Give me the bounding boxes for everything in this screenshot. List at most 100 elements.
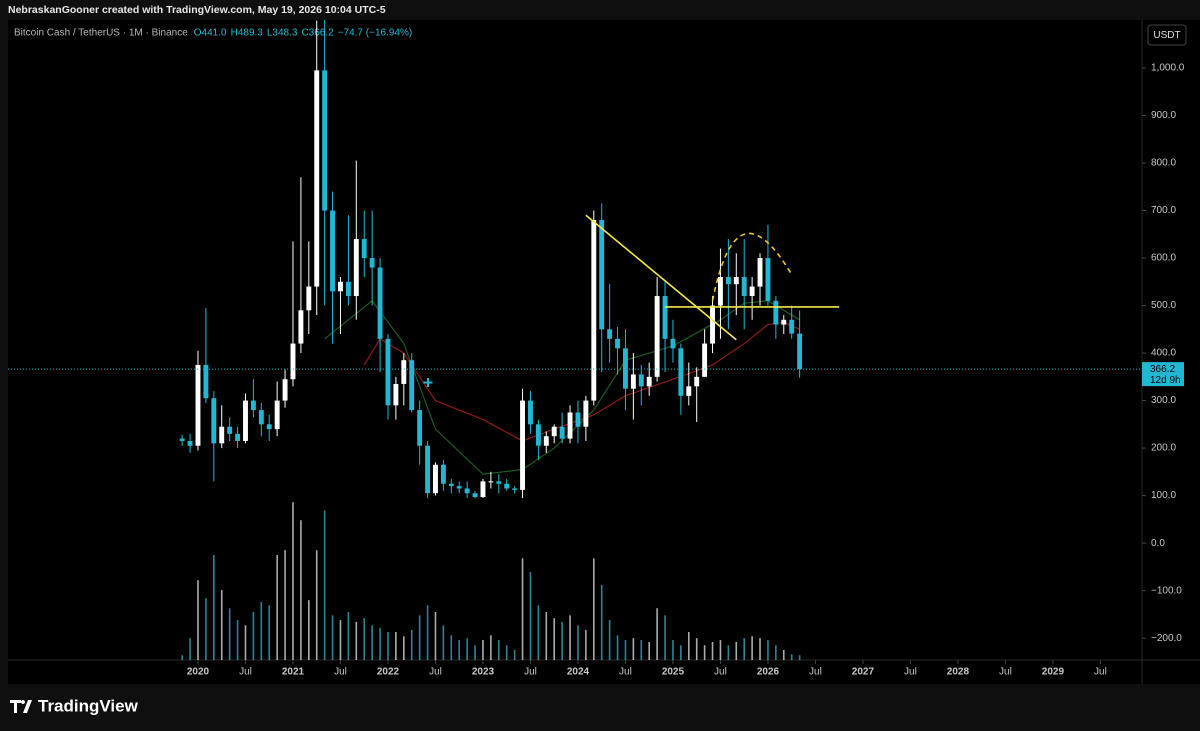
candle-body xyxy=(512,488,518,490)
candle-body xyxy=(488,481,494,483)
y-tick-label: 600.0 xyxy=(1151,253,1176,264)
candle-body xyxy=(250,400,256,411)
x-tick-label: 2025 xyxy=(662,667,685,678)
candle-body xyxy=(678,348,684,396)
candle-body xyxy=(258,410,264,425)
candle-body xyxy=(654,296,660,377)
currency-box[interactable] xyxy=(1147,24,1187,46)
candle-body xyxy=(694,376,700,387)
candle-body xyxy=(725,277,731,285)
y-tick-label: 800.0 xyxy=(1151,158,1176,169)
candle-body xyxy=(417,410,423,446)
candle-body xyxy=(480,481,486,498)
candle-body xyxy=(338,281,343,292)
brand-name: TradingView xyxy=(38,696,139,715)
candle-body xyxy=(733,277,739,285)
x-tick-label: 2024 xyxy=(567,667,590,678)
candle-body xyxy=(456,486,462,489)
candle-body xyxy=(195,364,201,446)
candle-body xyxy=(623,348,628,389)
candle-body xyxy=(535,424,541,446)
x-tick-label: Jul xyxy=(809,667,822,678)
candle-body xyxy=(179,438,185,441)
price-axis xyxy=(1142,20,1200,660)
brand-logo: TradingView xyxy=(10,696,139,715)
y-tick-label: 500.0 xyxy=(1151,300,1176,311)
x-tick-label: 2027 xyxy=(852,667,875,678)
candle-body xyxy=(290,343,296,380)
candle-body xyxy=(559,426,565,439)
candle-body xyxy=(235,433,241,441)
candle-body xyxy=(528,400,533,425)
candle-body xyxy=(306,286,312,311)
countdown-label: 12d 9h xyxy=(1150,375,1181,386)
last-price-label: 366.2 xyxy=(1150,364,1175,375)
x-tick-label: Jul xyxy=(334,667,347,678)
candle-body xyxy=(464,488,470,494)
y-tick-label: 0.0 xyxy=(1151,538,1165,549)
candle-body xyxy=(638,374,644,387)
ohlc-value: H489.3 xyxy=(231,28,264,39)
candle-body xyxy=(615,338,620,349)
x-tick-label: Jul xyxy=(239,667,252,678)
candle-body xyxy=(504,483,510,489)
axes: 1,000.0 900.0 800.0 700.0 600.0 500.0 400.0 300… xyxy=(187,63,1185,678)
candle-body xyxy=(203,364,209,399)
ohlc-value: −74.7 (−16.94%) xyxy=(338,28,413,39)
candle-body xyxy=(717,277,723,306)
candle-body xyxy=(662,296,668,339)
candle-body xyxy=(543,436,549,446)
candle-body xyxy=(369,258,375,268)
x-tick-label: Jul xyxy=(904,667,917,678)
x-tick-label: Jul xyxy=(619,667,632,678)
y-tick-label: 300.0 xyxy=(1151,395,1176,406)
candle-body xyxy=(377,267,383,339)
candle-body xyxy=(575,412,581,427)
currency[interactable]: USDT xyxy=(1153,30,1180,41)
ohlc-value: O441.0 xyxy=(194,28,227,39)
symbol: Bitcoin Cash / TetherUS · 1M · Binance xyxy=(14,28,188,39)
x-tick-label: Jul xyxy=(714,667,727,678)
x-tick-label: Jul xyxy=(1094,667,1107,678)
candle-body xyxy=(448,483,454,487)
y-tick-label: 200.0 xyxy=(1151,443,1176,454)
plot xyxy=(8,20,1142,660)
candle-body xyxy=(187,440,193,446)
candle-body xyxy=(472,493,478,498)
trend-drawing xyxy=(711,232,793,301)
cursor-cross xyxy=(423,378,433,387)
x-tick-label: 2021 xyxy=(282,667,305,678)
candle-body xyxy=(345,281,351,297)
candle-body xyxy=(757,258,763,287)
x-tick-label: 2023 xyxy=(472,667,495,678)
x-tick-label: 2026 xyxy=(757,667,780,678)
candle-body xyxy=(433,464,438,494)
candle-body xyxy=(599,220,605,330)
candle-body xyxy=(749,286,755,297)
candle-body xyxy=(583,400,589,427)
candle-body xyxy=(282,379,288,401)
candle-body xyxy=(401,360,407,384)
candle-body xyxy=(607,329,613,339)
candle-body xyxy=(567,412,573,439)
candle-body xyxy=(409,360,415,411)
candle-body xyxy=(219,426,225,444)
candle-body xyxy=(274,400,280,430)
time-axis xyxy=(8,660,1200,684)
candle-body xyxy=(322,70,328,211)
candle-body xyxy=(211,398,217,444)
candle-body xyxy=(591,220,597,401)
candle-body xyxy=(789,319,795,334)
candle-body xyxy=(266,424,272,430)
last-price-box xyxy=(1142,362,1184,387)
x-tick-label: 2028 xyxy=(947,667,970,678)
candle-body xyxy=(670,338,676,349)
candle-body xyxy=(385,338,391,406)
candle-body xyxy=(425,445,431,494)
y-tick-label: 100.0 xyxy=(1151,490,1176,501)
candle-body xyxy=(353,239,359,297)
candle-body xyxy=(781,319,787,325)
candle-body xyxy=(330,210,336,292)
legend: Bitcoin Cash / TetherUS · 1M · Binance O… xyxy=(14,28,412,39)
